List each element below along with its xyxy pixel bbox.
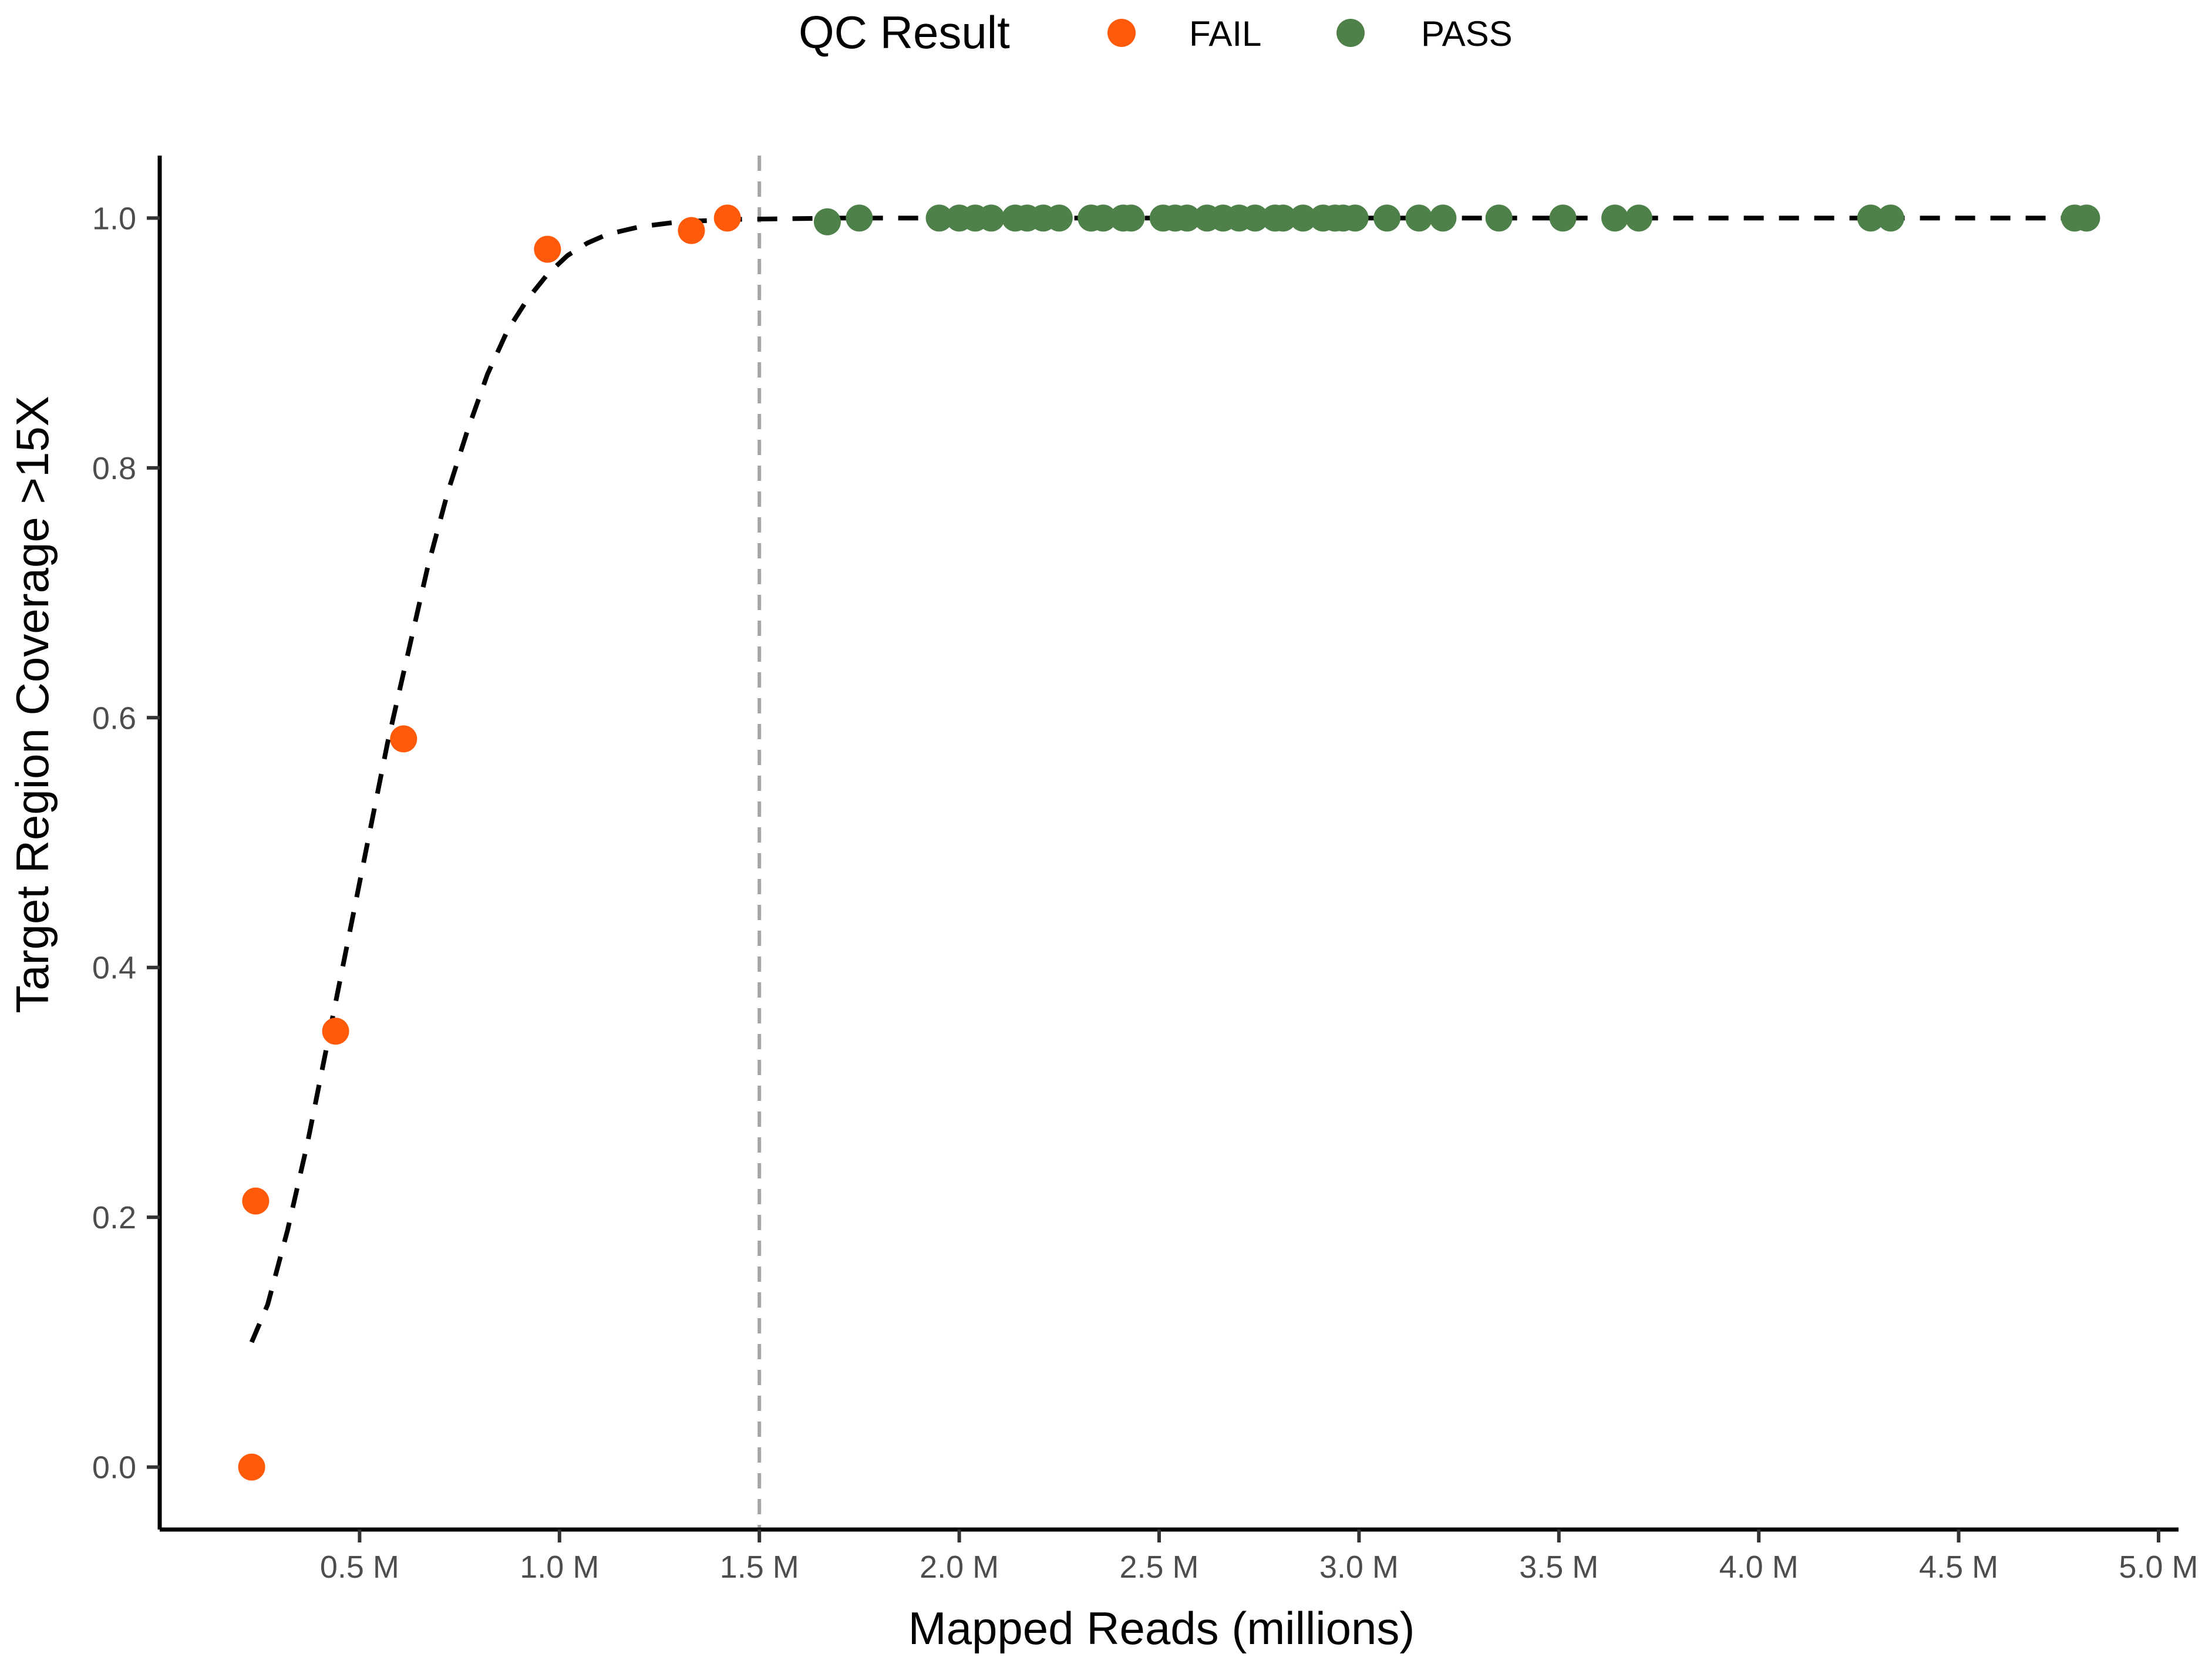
y-axis-title: Target Region Coverage >15X: [6, 396, 58, 1013]
x-axis-title: Mapped Reads (millions): [908, 1602, 1415, 1654]
y-tick-label-1: 0.2: [92, 1200, 136, 1235]
x-tick-label-0: 0.5 M: [320, 1550, 399, 1585]
point-fail-3: [390, 725, 418, 753]
y-tick-label-3: 0.6: [92, 700, 136, 736]
x-tick-label-1: 1.0 M: [520, 1550, 599, 1585]
y-tick-label-5: 1.0: [92, 201, 136, 236]
legend: QC Result FAIL PASS: [799, 6, 1513, 58]
point-pass-30: [1429, 204, 1457, 232]
y-axis-ticks: 0.0 0.2 0.4 0.6 0.8 1.0: [92, 201, 160, 1486]
data-points: [238, 204, 2100, 1481]
point-pass-28: [1373, 204, 1401, 232]
point-pass-36: [1877, 204, 1904, 232]
point-pass-29: [1405, 204, 1433, 232]
legend-title: QC Result: [799, 6, 1010, 58]
fit-curve: [249, 215, 2087, 1343]
x-axis-ticks: 0.5 M 1.0 M 1.5 M 2.0 M 2.5 M 3.0 M 3.5 M 4.0 M…: [320, 1530, 2198, 1585]
x-tick-label-9: 5.0 M: [2119, 1550, 2198, 1585]
point-fail-6: [713, 204, 741, 232]
legend-swatch-pass: [1336, 19, 1365, 47]
x-tick-label-6: 3.5 M: [1519, 1550, 1598, 1585]
y-tick-label-4: 0.8: [92, 451, 136, 486]
point-pass-27: [1341, 204, 1369, 232]
legend-label-fail: FAIL: [1189, 14, 1261, 53]
x-tick-label-3: 2.0 M: [920, 1550, 999, 1585]
legend-label-pass: PASS: [1421, 14, 1513, 53]
point-pass-35: [1857, 204, 1884, 232]
point-pass-16: [1173, 204, 1201, 232]
point-pass-34: [1625, 204, 1652, 232]
x-tick-label-5: 3.0 M: [1319, 1550, 1399, 1585]
point-pass-11: [1089, 204, 1117, 232]
point-fail-1: [242, 1187, 270, 1215]
point-pass-9: [1045, 204, 1073, 232]
x-tick-label-8: 4.5 M: [1919, 1550, 1998, 1585]
point-fail-2: [322, 1018, 349, 1045]
point-pass-38: [2073, 204, 2100, 232]
point-fail-4: [534, 235, 561, 263]
axes: 0.0 0.2 0.4 0.6 0.8 1.0 0.5 M 1.0 M 1.5 M 2.0 M 2…: [92, 156, 2198, 1585]
point-pass-33: [1601, 204, 1629, 232]
x-tick-label-7: 4.0 M: [1719, 1550, 1799, 1585]
point-pass-20: [1241, 204, 1269, 232]
plot-area: [238, 156, 2100, 1530]
x-tick-label-2: 1.5 M: [720, 1550, 799, 1585]
point-pass-1: [846, 204, 873, 232]
point-pass-23: [1290, 204, 1317, 232]
point-fail-5: [678, 217, 705, 244]
y-tick-label-0: 0.0: [92, 1450, 136, 1486]
point-pass-13: [1117, 204, 1145, 232]
y-tick-label-2: 0.4: [92, 951, 136, 986]
point-pass-0: [813, 208, 841, 235]
legend-swatch-fail: [1107, 19, 1136, 47]
point-pass-22: [1270, 204, 1297, 232]
point-pass-31: [1485, 204, 1513, 232]
point-pass-2: [925, 204, 953, 232]
point-fail-0: [238, 1453, 265, 1481]
x-tick-label-4: 2.5 M: [1119, 1550, 1198, 1585]
point-pass-5: [978, 204, 1005, 232]
point-pass-32: [1549, 204, 1577, 232]
